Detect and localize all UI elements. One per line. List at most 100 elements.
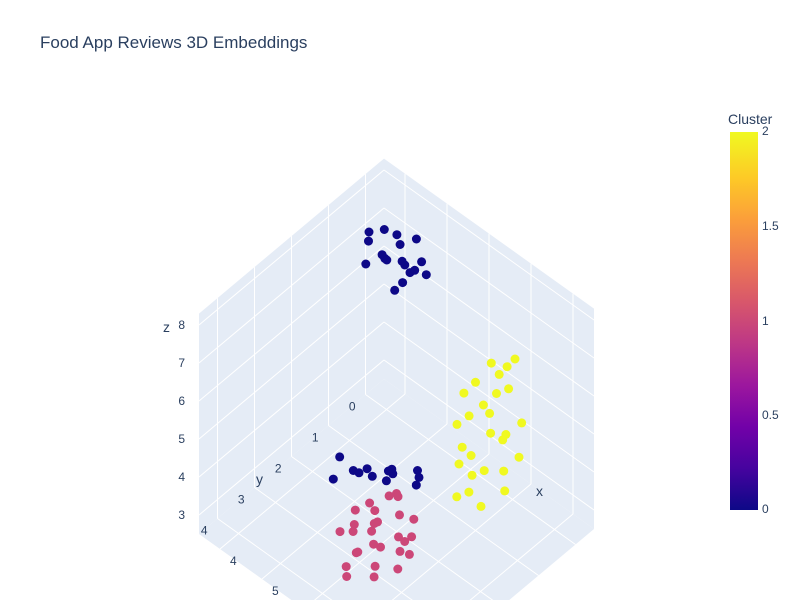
cluster-2-point[interactable] (452, 419, 462, 429)
z-gridline (383, 283, 595, 435)
cluster-2-point[interactable] (514, 452, 524, 462)
cluster-1-point[interactable] (395, 546, 405, 556)
cluster-0-point[interactable] (364, 227, 374, 237)
cluster-0-point[interactable] (414, 472, 424, 482)
y-tick-label: 2 (275, 462, 282, 476)
cluster-1-point[interactable] (370, 506, 380, 516)
cluster-2-point[interactable] (498, 435, 508, 445)
cluster-2-point[interactable] (517, 418, 527, 428)
cluster-2-point[interactable] (467, 470, 477, 480)
cluster-2-point[interactable] (499, 466, 509, 476)
cluster-1-point[interactable] (341, 562, 351, 572)
scene-tick-labels: 4567801234345678 (178, 318, 356, 598)
cluster-1-point[interactable] (400, 537, 410, 546)
cluster-0-point[interactable] (379, 225, 389, 234)
cluster-0-point[interactable] (398, 278, 408, 288)
cluster-0-point[interactable] (411, 234, 421, 244)
cluster-2-point[interactable] (459, 388, 469, 398)
cluster-2-point[interactable] (494, 369, 504, 379)
cluster-1-point[interactable] (349, 520, 359, 529)
cluster-2-point[interactable] (466, 451, 476, 460)
y-gridline (328, 425, 539, 576)
z-gridline (198, 169, 385, 326)
cluster-1-point[interactable] (404, 549, 414, 559)
cluster-0-point[interactable] (354, 468, 364, 478)
cluster-0-point[interactable] (397, 256, 407, 266)
cluster-1-point[interactable] (376, 542, 385, 552)
z-gridline (383, 169, 595, 321)
z-tick-label: 7 (178, 356, 185, 370)
cluster-2-point[interactable] (510, 354, 520, 364)
cluster-0-point[interactable] (382, 255, 392, 265)
cluster-2-point[interactable] (479, 466, 489, 476)
cluster-0-point[interactable] (364, 236, 373, 246)
z-axis-title: z (163, 319, 170, 335)
x-tick-label: 5 (272, 584, 279, 598)
cluster-1-point[interactable] (409, 514, 419, 524)
cluster-1-point[interactable] (365, 498, 375, 508)
cluster-2-point[interactable] (452, 492, 462, 502)
cluster-2-point[interactable] (476, 501, 486, 511)
cluster-0-point[interactable] (383, 466, 393, 476)
cluster-2-point[interactable] (464, 487, 474, 497)
z-tick-label: 6 (178, 394, 185, 408)
cluster-2-point[interactable] (486, 358, 496, 368)
cluster-1-point[interactable] (394, 532, 403, 542)
z-gridline (198, 359, 385, 516)
cluster-1-point[interactable] (370, 561, 380, 571)
z-tick-label: 8 (178, 318, 185, 332)
cluster-2-point[interactable] (471, 377, 480, 387)
cluster-1-point[interactable] (369, 539, 379, 549)
x-tick-label: 4 (230, 554, 237, 568)
cluster-1-point[interactable] (395, 510, 404, 520)
cluster-1-point[interactable] (384, 491, 394, 501)
cluster-2-point[interactable] (478, 400, 488, 410)
z-tick-label: 5 (178, 432, 185, 446)
cluster-1-point[interactable] (369, 572, 379, 582)
cluster-0-point[interactable] (367, 471, 377, 481)
cluster-0-point[interactable] (362, 464, 372, 474)
colorbar-title: Cluster (728, 111, 773, 127)
cluster-0-point[interactable] (328, 474, 338, 484)
cluster-1-point[interactable] (393, 564, 403, 574)
colorbar (730, 132, 758, 510)
cluster-2-point[interactable] (504, 384, 514, 394)
cluster-0-point[interactable] (392, 230, 402, 240)
y-axis-title: y (256, 471, 263, 487)
cluster-2-point[interactable] (502, 362, 512, 372)
cluster-0-point[interactable] (335, 452, 345, 462)
cluster-0-point[interactable] (411, 480, 421, 490)
cluster-1-point[interactable] (342, 572, 352, 581)
z-gridline (198, 283, 385, 440)
cluster-2-point[interactable] (485, 408, 495, 418)
cluster-1-point[interactable] (335, 527, 345, 537)
y-gridline (254, 487, 413, 600)
cluster-1-point[interactable] (348, 527, 358, 536)
y-gridline (365, 394, 576, 545)
cluster-1-point[interactable] (393, 492, 403, 502)
cluster-0-point[interactable] (410, 265, 420, 275)
cluster-1-point[interactable] (369, 519, 379, 528)
cluster-1-point[interactable] (367, 526, 377, 536)
cluster-0-point[interactable] (417, 257, 427, 267)
cluster-1-point[interactable] (353, 547, 363, 557)
colorbar-tick: 1.5 (762, 219, 779, 233)
cluster-0-point[interactable] (395, 240, 405, 249)
cluster-0-point[interactable] (381, 476, 391, 486)
cluster-2-point[interactable] (454, 459, 464, 469)
cluster-0-point[interactable] (421, 270, 431, 280)
cluster-2-point[interactable] (464, 411, 474, 421)
cluster-1-point[interactable] (407, 532, 417, 542)
cluster-2-point[interactable] (486, 428, 496, 438)
z-gridline (198, 207, 385, 364)
z-gridline (198, 321, 385, 478)
cluster-2-point[interactable] (500, 486, 510, 496)
cluster-2-point[interactable] (492, 389, 501, 398)
cluster-0-point[interactable] (413, 466, 422, 475)
cluster-0-point[interactable] (390, 285, 400, 295)
cluster-0-point[interactable] (361, 259, 371, 269)
cluster-2-point[interactable] (457, 442, 467, 452)
scene-gridlines (198, 169, 595, 600)
cluster-1-point[interactable] (350, 505, 360, 515)
